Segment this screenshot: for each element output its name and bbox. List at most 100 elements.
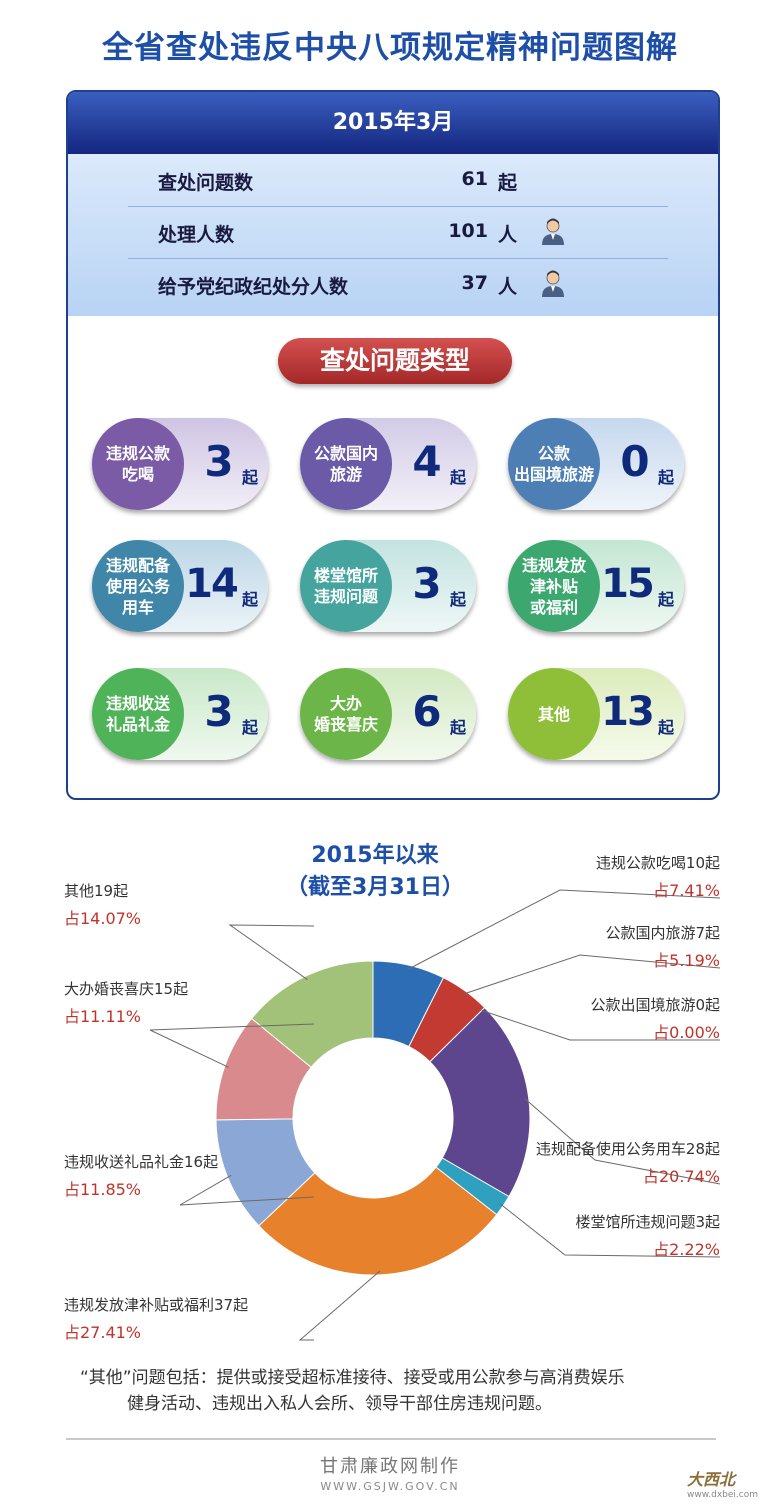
person-icon: [542, 218, 564, 245]
slice-label: 违规收送礼品礼金16起 占11.85%: [64, 1151, 218, 1200]
leader-line: [149, 1023, 315, 1068]
type-label: 大办 婚丧喜庆: [300, 668, 392, 760]
type-label: 违规收送 礼品礼金: [92, 668, 184, 760]
type-unit: 起: [242, 590, 259, 609]
slice-label-text: 违规公款吃喝10起: [595, 854, 720, 872]
slice-label-text: 公款国内旅游7起: [605, 924, 720, 942]
type-unit: 起: [450, 718, 467, 737]
slice-label: 大办婚丧喜庆15起 占11.11%: [64, 978, 188, 1027]
type-pill: 违规公款 吃喝 3 起: [92, 418, 268, 510]
type-unit: 起: [658, 468, 675, 487]
type-count: 3: [204, 437, 233, 486]
slice-percent: 占27.41%: [64, 1323, 142, 1342]
type-pill: 公款 出国境旅游 0 起: [508, 418, 684, 510]
type-unit: 起: [242, 468, 259, 487]
leader-line: [298, 1270, 381, 1341]
cumulative-title: 2015年以来 （截至3月31日）: [270, 840, 480, 904]
type-label: 公款 出国境旅游: [508, 418, 600, 510]
slice-label: 违规发放津补贴或福利37起 占27.41%: [64, 1294, 248, 1343]
slice-label: 楼堂馆所违规问题3起占2.22%: [575, 1211, 720, 1260]
donut-slice: [429, 1006, 531, 1198]
cumulative-title-line1: 2015年以来: [311, 843, 439, 868]
type-pill: 楼堂馆所 违规问题 3 起: [300, 540, 476, 632]
stat-label: 处理人数: [158, 224, 235, 246]
type-label: 公款国内 旅游: [300, 418, 392, 510]
type-unit: 起: [658, 718, 675, 737]
stat-unit: 人: [498, 224, 518, 246]
type-unit: 起: [242, 718, 259, 737]
type-count: 3: [412, 559, 441, 608]
month-header: 2015年3月: [68, 92, 718, 154]
slice-label: 违规公款吃喝10起占7.41%: [596, 852, 720, 901]
slice-label-text: 违规配备使用公务用车28起: [535, 1140, 720, 1158]
type-pill: 大办 婚丧喜庆 6 起: [300, 668, 476, 760]
donut-slice: [215, 1017, 312, 1121]
donut-slice: [250, 960, 374, 1068]
slice-percent: 占7.41%: [653, 881, 720, 900]
types-title: 查处问题类型: [278, 338, 512, 384]
type-count: 15: [601, 561, 655, 607]
type-pill: 公款国内 旅游 4 起: [300, 418, 476, 510]
slice-label: 其他19起 占14.07%: [64, 880, 141, 929]
type-pill: 违规发放 津补贴 或福利 15 起: [508, 540, 684, 632]
type-pill: 违规配备 使用公务 用车 14 起: [92, 540, 268, 632]
type-unit: 起: [450, 468, 467, 487]
type-label: 其他: [508, 668, 600, 760]
slice-label-text: 违规收送礼品礼金16起: [64, 1153, 219, 1171]
slice-label: 公款国内旅游7起占5.19%: [605, 922, 720, 971]
note-line2: 健身活动、违规出入私人会所、领导干部住房违规问题。: [127, 1394, 552, 1414]
stat-unit: 人: [498, 276, 518, 298]
slice-percent: 占0.00%: [653, 1023, 720, 1042]
type-label: 违规配备 使用公务 用车: [92, 540, 184, 632]
slice-percent: 占20.74%: [642, 1167, 720, 1186]
type-count: 4: [412, 437, 441, 486]
stat-value: 101: [448, 220, 488, 242]
type-count: 0: [620, 437, 649, 486]
type-unit: 起: [658, 590, 675, 609]
leader-line: [228, 924, 315, 981]
stat-unit: 起: [498, 172, 518, 194]
monthly-panel: 2015年3月 查处问题数 61 起 处理人数 101 人 给予党纪政纪处分人数…: [66, 90, 720, 800]
stat-value: 37: [461, 272, 488, 294]
note-line1: “其他”问题包括：提供或接受超标准接待、接受或用公款参与高消费娱乐: [80, 1368, 625, 1388]
stat-row-punished: 给予党纪政纪处分人数 37 人: [128, 258, 668, 310]
type-unit: 起: [450, 590, 467, 609]
stats-box: 查处问题数 61 起 处理人数 101 人 给予党纪政纪处分人数 37 人: [68, 154, 718, 316]
slice-label-text: 大办婚丧喜庆15起: [64, 980, 189, 998]
watermark-text: 大西北: [687, 1470, 736, 1489]
slice-label-text: 违规发放津补贴或福利37起: [64, 1296, 249, 1314]
type-pill: 违规收送 礼品礼金 3 起: [92, 668, 268, 760]
stat-value: 61: [461, 168, 488, 190]
donut-slice: [408, 977, 486, 1063]
type-label: 楼堂馆所 违规问题: [300, 540, 392, 632]
stat-row-cases: 查处问题数 61 起: [128, 154, 668, 207]
person-icon: [542, 270, 564, 297]
slice-percent: 占2.22%: [653, 1240, 720, 1259]
watermark-url: www.dxbei.com: [687, 1490, 758, 1500]
donut-slice: [372, 960, 445, 1048]
page-title: 全省查处违反中央八项规定精神问题图解: [102, 30, 678, 66]
type-label: 违规公款 吃喝: [92, 418, 184, 510]
stat-label: 查处问题数: [158, 172, 254, 194]
donut-slice: [258, 1166, 498, 1276]
slice-label-text: 其他19起: [64, 882, 129, 900]
donut-slice: [435, 1157, 510, 1216]
footer-maker: 甘肃廉政网制作: [320, 1456, 460, 1477]
footer-divider: [66, 1438, 716, 1440]
type-count: 13: [601, 689, 655, 735]
stat-label: 给予党纪政纪处分人数: [158, 276, 349, 298]
slice-percent: 占11.85%: [64, 1180, 142, 1199]
slice-label: 违规配备使用公务用车28起占20.74%: [536, 1138, 720, 1187]
slice-percent: 占11.11%: [64, 1007, 142, 1026]
slice-percent: 占5.19%: [653, 951, 720, 970]
donut-slice: [215, 1118, 316, 1227]
type-label: 违规发放 津补贴 或福利: [508, 540, 600, 632]
type-pill: 其他 13 起: [508, 668, 684, 760]
watermark-logo: 大西北 www.dxbei.com: [687, 1466, 758, 1500]
note-text: “其他”问题包括：提供或接受超标准接待、接受或用公款参与高消费娱乐 健身活动、违…: [80, 1365, 720, 1417]
cumulative-title-line2: （截至3月31日）: [286, 875, 464, 900]
footer-url: WWW.GSJW.GOV.CN: [320, 1480, 460, 1493]
stat-row-handled: 处理人数 101 人: [128, 206, 668, 259]
slice-label: 公款出国境旅游0起 占0.00%: [590, 994, 720, 1043]
slice-label-text: 楼堂馆所违规问题3起: [575, 1213, 720, 1231]
